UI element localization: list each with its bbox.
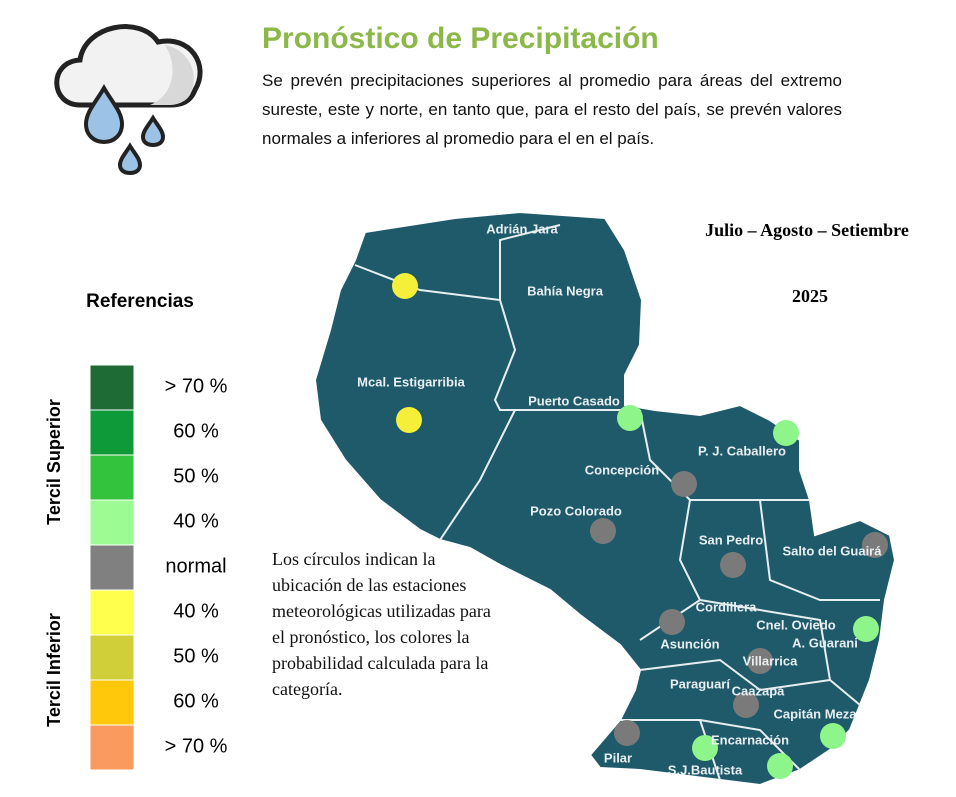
period: Julio – Agosto – Setiembre [705,220,909,240]
legend-swatch [89,454,135,501]
place-label: S.J.Bautista [668,762,743,777]
place-label: Puerto Casado [528,393,620,408]
station [767,753,793,779]
place-label: Mcal. Estigarribia [357,374,465,389]
station [853,616,879,642]
legend-label: normal [165,555,226,577]
station [720,552,746,578]
legend: > 70 % 60 % 50 % 40 % normal 40 % 50 % 60 % > 70… [89,364,228,771]
place-label: Adrián Jara [486,221,558,236]
legend-swatch [89,634,135,681]
station [862,532,888,558]
station [820,723,846,749]
place-label: Pilar [604,750,632,765]
place-label: Asunción [660,636,719,651]
place-label: San Pedro [699,532,763,547]
legend-label: 40 % [173,600,219,622]
place-label: Cordillera [696,599,757,614]
legend-label: > 70 % [165,375,228,397]
description: Se prevén precipitaciones superiores al … [262,71,842,148]
legend-label: 50 % [173,645,219,667]
place-label: Bahía Negra [527,283,604,298]
place-labels: Adrián Jara Bahía Negra Mcal. Estigarribia… [357,221,882,777]
legend-label: > 70 % [165,735,228,757]
cloud-icon [54,24,203,176]
station [590,518,616,544]
legend-swatch [89,499,135,546]
place-label: A. Guarani [792,635,858,650]
legend-swatch [89,589,135,636]
station [392,273,418,299]
place-label: Capitán Meza [773,706,857,721]
place-label: Caazapá [732,683,786,698]
station [671,471,697,497]
place-label: Paraguarí [670,676,730,691]
station [614,720,640,746]
legend-label: 60 % [173,690,219,712]
station [747,648,773,674]
place-label: Villarrica [743,653,798,668]
stations [392,273,888,779]
legend-label: 60 % [173,420,219,442]
legend-label: 50 % [173,465,219,487]
place-label: Cnel. Oviedo [756,617,836,632]
legend-swatch [89,724,135,771]
legend-group: Tercil Inferior [44,613,64,727]
year: 2025 [792,286,828,306]
place-label: P. J. Caballero [698,443,786,458]
legend-swatch [89,409,135,456]
legend-swatch [89,364,135,411]
station [733,692,759,718]
legend-label: 40 % [173,510,219,532]
station [617,405,643,431]
station [773,420,799,446]
legend-swatch [89,544,135,591]
place-label: Salto del Guairá [783,543,883,558]
station [396,407,422,433]
note: Los círculos indican la ubicación de las… [272,549,491,699]
map [313,210,897,787]
place-label: Concepción [585,462,659,477]
legend-group: Tercil Superior [44,399,64,525]
station [692,735,718,761]
legend-title: Referencias [86,291,194,312]
place-label: Encarnación [711,732,789,747]
title: Pronóstico de Precipitación [262,22,659,55]
station [659,609,685,635]
legend-swatch [89,679,135,726]
place-label: Pozo Colorado [530,503,622,518]
